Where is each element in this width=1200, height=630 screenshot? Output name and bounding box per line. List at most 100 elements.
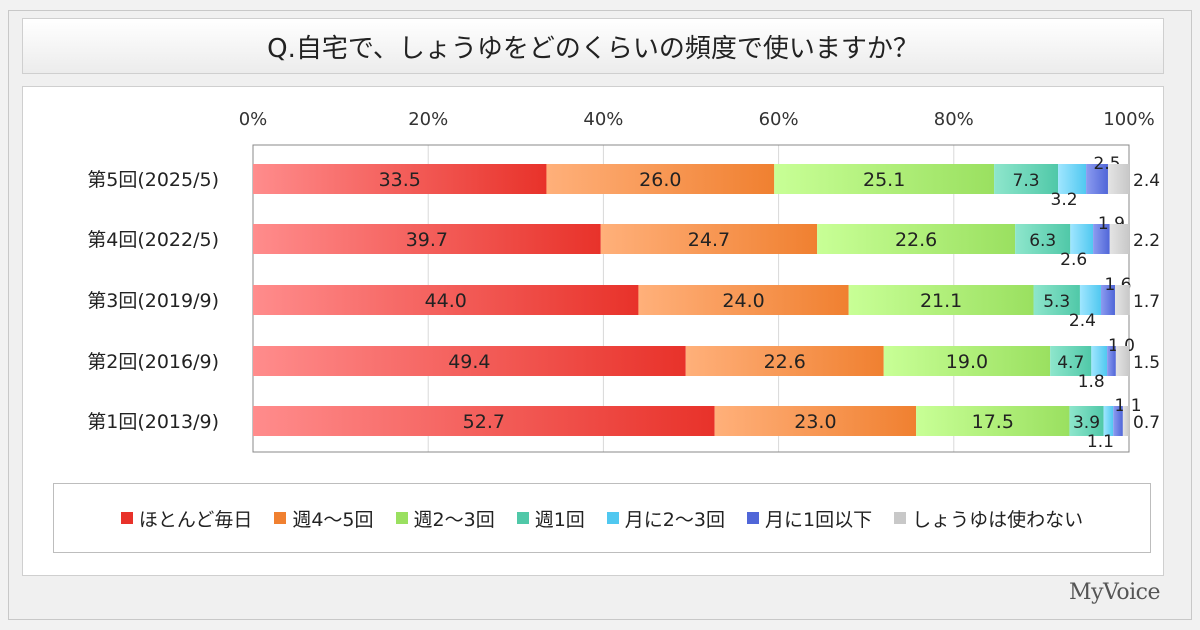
bar-segment (1070, 224, 1094, 254)
data-label: 7.3 (1013, 171, 1040, 191)
bar-segment (883, 346, 1051, 376)
data-label: 3.9 (1073, 413, 1100, 433)
legend-swatch (746, 512, 759, 524)
bar-segment (1113, 406, 1123, 436)
legend-label: 週2～3回 (413, 508, 495, 531)
data-label: 1.5 (1133, 353, 1160, 373)
data-label: 0.7 (1133, 413, 1160, 433)
x-tick-label: 100% (1103, 109, 1154, 130)
bar-segment (1091, 346, 1108, 376)
category-label: 第5回(2025/5) (87, 169, 219, 191)
legend-swatch (516, 512, 529, 524)
bar-segment (685, 346, 884, 376)
data-label: 39.7 (406, 229, 448, 251)
stacked-bar-chart: 0% 20% 40% 60% 80% 100% 第5回(2025/5) 第4回(2022/5)… (87, 109, 1160, 453)
bar-segment (916, 406, 1070, 436)
category-label: 第2回(2016/9) (87, 351, 219, 373)
data-label: 26.0 (639, 169, 681, 191)
question-text: Q.自宅で、しょうゆをどのくらいの頻度で使いますか？ (267, 33, 919, 64)
data-label: 1.8 (1078, 372, 1105, 392)
legend-label: 週1回 (534, 508, 585, 531)
data-label: 22.6 (895, 229, 937, 251)
brand-logo: MyVoice (1069, 580, 1160, 605)
bar-segment (253, 285, 639, 315)
data-label: 19.0 (946, 351, 988, 373)
x-tick-label: 40% (583, 109, 623, 130)
bar-segment (1122, 406, 1129, 436)
legend-item: 月に1回以下 (746, 505, 873, 532)
data-label: 2.2 (1133, 231, 1160, 251)
x-tick-label: 80% (934, 109, 974, 130)
data-label: 17.5 (972, 411, 1014, 433)
bar-segment (253, 406, 715, 436)
bar-segment (1086, 164, 1108, 194)
bar-segment (1114, 285, 1130, 315)
data-label: 5.3 (1043, 292, 1070, 312)
bar-segment (253, 224, 601, 254)
data-label: 23.0 (794, 411, 836, 433)
bar-segment (1115, 346, 1129, 376)
bar-segment (253, 346, 686, 376)
data-label: 24.0 (722, 290, 764, 312)
category-label: 第1回(2013/9) (87, 411, 219, 433)
bar-segment (1050, 346, 1092, 376)
data-label: 33.5 (379, 169, 421, 191)
legend-label: ほとんど毎日 (138, 508, 253, 531)
bar-segment (1079, 285, 1101, 315)
legend-label: しょうゆは使わない (912, 508, 1084, 531)
bar-segment (1015, 224, 1071, 254)
bar-segment (1103, 406, 1114, 436)
bar-segment (1093, 224, 1110, 254)
bar-segment (253, 164, 547, 194)
data-label: 6.3 (1029, 231, 1056, 251)
category-label: 第3回(2019/9) (87, 290, 219, 312)
data-label: 25.1 (863, 169, 905, 191)
bar-segment (714, 406, 917, 436)
legend-item: 週1回 (516, 505, 585, 532)
x-tick-label: 20% (408, 109, 448, 130)
bar-segment (1107, 164, 1129, 194)
data-label: 4.7 (1057, 353, 1084, 373)
legend-item: 週4～5回 (274, 505, 374, 532)
bar-segment (1100, 285, 1115, 315)
data-label: 44.0 (425, 290, 467, 312)
bar-segment (848, 285, 1034, 315)
legend: ほとんど毎日 週4～5回 週2～3回 週1回 月に2～3回 月に1回以下 しょうゆは使わない (53, 483, 1151, 553)
data-label: 21.1 (920, 290, 962, 312)
bar-segment (1033, 285, 1080, 315)
bar-segment (994, 164, 1059, 194)
data-label: 2.4 (1069, 311, 1096, 331)
bar-segment (1109, 224, 1129, 254)
legend-label: 月に2～3回 (624, 508, 725, 531)
legend-label: 月に1回以下 (764, 508, 873, 531)
bar-segment (1107, 346, 1116, 376)
legend-swatch (395, 512, 408, 524)
data-label: 24.7 (688, 229, 730, 251)
bar-segment (1058, 164, 1087, 194)
data-label: 22.6 (764, 351, 806, 373)
legend-item: 月に2～3回 (606, 505, 725, 532)
legend-label: 週4～5回 (292, 508, 374, 531)
legend-swatch (606, 512, 619, 524)
bar-segment (546, 164, 775, 194)
legend-item: ほとんど毎日 (120, 505, 253, 532)
bar-segment (600, 224, 818, 254)
data-label: 2.4 (1133, 171, 1160, 191)
legend-item: 週2～3回 (395, 505, 495, 532)
legend-item: しょうゆは使わない (894, 505, 1083, 532)
x-tick-label: 0% (239, 109, 268, 130)
legend-swatch (120, 512, 133, 524)
bar-segment (1069, 406, 1104, 436)
data-label: 1.7 (1133, 292, 1160, 312)
data-label: 49.4 (448, 351, 490, 373)
x-tick-label: 60% (759, 109, 799, 130)
plot-panel: 0% 20% 40% 60% 80% 100% 第5回(2025/5) 第4回(2022/5)… (22, 86, 1164, 576)
bar-segment (817, 224, 1016, 254)
data-label: 1.1 (1087, 432, 1114, 452)
legend-swatch (274, 512, 287, 524)
category-label: 第4回(2022/5) (87, 229, 219, 251)
bar-segment (638, 285, 849, 315)
data-label: 52.7 (463, 411, 505, 433)
bar-segment (774, 164, 995, 194)
data-label: 3.2 (1051, 190, 1078, 210)
